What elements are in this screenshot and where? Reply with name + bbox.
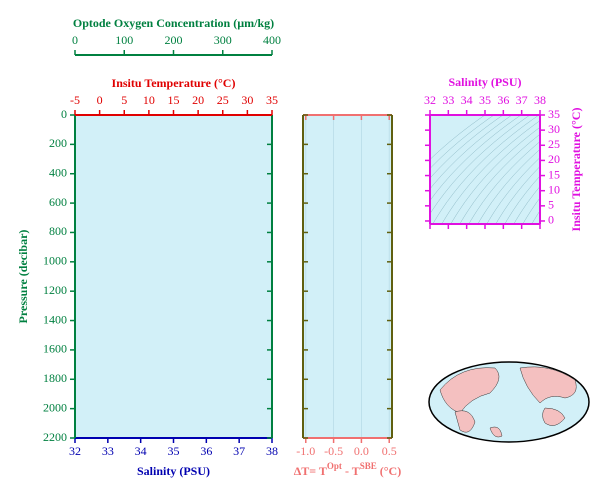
isopycnal [430,115,486,160]
world-map [428,361,590,443]
y-tick-label: 30 [548,122,560,136]
y-tick-label: 800 [49,224,67,238]
x-tick-label: 10 [143,93,155,107]
isopycnal [468,141,540,224]
y-tick-label: 20 [548,152,560,166]
isopycnal [450,126,540,224]
x-tick-label: 400 [263,33,281,47]
y-tick-label: 35 [548,107,560,121]
y-tick-label: 1400 [43,312,67,326]
y-tick-label: 0 [548,213,554,227]
x-axis-label: Insitu Temperature (°C) [112,76,236,90]
y-tick-label: 1000 [43,254,67,268]
isopycnal [430,115,531,215]
x-tick-label: 30 [241,93,253,107]
y-tick-label: 15 [548,167,560,181]
x-tick-label: -5 [70,93,80,107]
x-axis-label: ΔT= TOpt - TSBE (°C) [294,461,401,478]
x-tick-label: 35 [168,444,180,458]
x-tick-label: 0.0 [354,444,369,458]
x-tick-label: 34 [461,93,473,107]
isopycnal [432,115,540,224]
x-tick-label: 37 [516,93,528,107]
isopycnal [495,166,540,224]
x-tick-label: 300 [214,33,232,47]
y-tick-label: 25 [548,137,560,151]
x-tick-label: -0.5 [324,444,343,458]
x-tick-label: 5 [121,93,127,107]
isopycnal [522,197,540,224]
x-tick-label: 36 [497,93,509,107]
x-tick-label: 34 [135,444,147,458]
x-tick-label: 0.5 [382,444,397,458]
y-tick-label: 200 [49,136,67,150]
x-tick-label: 32 [69,444,81,458]
label-part: SBE [360,461,377,471]
y-tick-label: 1800 [43,371,67,385]
x-tick-label: 38 [534,93,546,107]
y-tick-label: 2000 [43,400,67,414]
y-tick-label: 5 [548,198,554,212]
x-tick-label: 35 [266,93,278,107]
x-tick-label: 200 [165,33,183,47]
x-tick-label: 15 [168,93,180,107]
isopycnal [504,175,540,224]
label-part: ΔT= T [294,464,327,478]
panel [303,115,392,438]
x-tick-label: -1.0 [296,444,315,458]
x-tick-label: 33 [442,93,454,107]
y-tick-label: 400 [49,165,67,179]
y-tick-label: 2200 [43,430,67,444]
x-axis-label: Salinity (PSU) [137,464,210,478]
x-tick-label: 36 [200,444,212,458]
x-tick-label: 0 [72,33,78,47]
x-tick-label: 100 [115,33,133,47]
isopycnals [430,95,608,229]
panel [430,115,540,224]
panel [75,115,272,438]
x-tick-label: 33 [102,444,114,458]
label-part: - T [342,464,360,478]
isopycnal [430,115,522,201]
y-tick-label: 1600 [43,342,67,356]
y-tick-label: 1200 [43,283,67,297]
x-tick-label: 32 [424,93,436,107]
x-axis-label: Optode Oxygen Concentration (µm/kg) [73,16,274,30]
x-tick-label: 38 [266,444,278,458]
y-axis-label: Insitu Temperature (°C) [569,108,583,232]
x-tick-label: 0 [97,93,103,107]
y-axis-label: Pressure (decibar) [16,230,30,324]
y-tick-label: 10 [548,182,560,196]
x-tick-label: 25 [217,93,229,107]
isopycnal [430,115,513,190]
x-tick-label: 20 [192,93,204,107]
isopycnal [477,149,540,224]
label-part: Opt [327,461,342,471]
isopycnal [430,115,495,169]
x-axis-label: Salinity (PSU) [448,75,521,89]
x-tick-label: 35 [479,93,491,107]
isopycnal [459,133,540,224]
label-part: (°C) [377,464,401,478]
isopycnal [430,115,504,179]
isopycnal [513,186,540,224]
y-tick-label: 0 [61,107,67,121]
y-tick-label: 600 [49,195,67,209]
x-tick-label: 37 [233,444,245,458]
isopycnal [583,95,608,229]
isopycnal [441,120,540,224]
